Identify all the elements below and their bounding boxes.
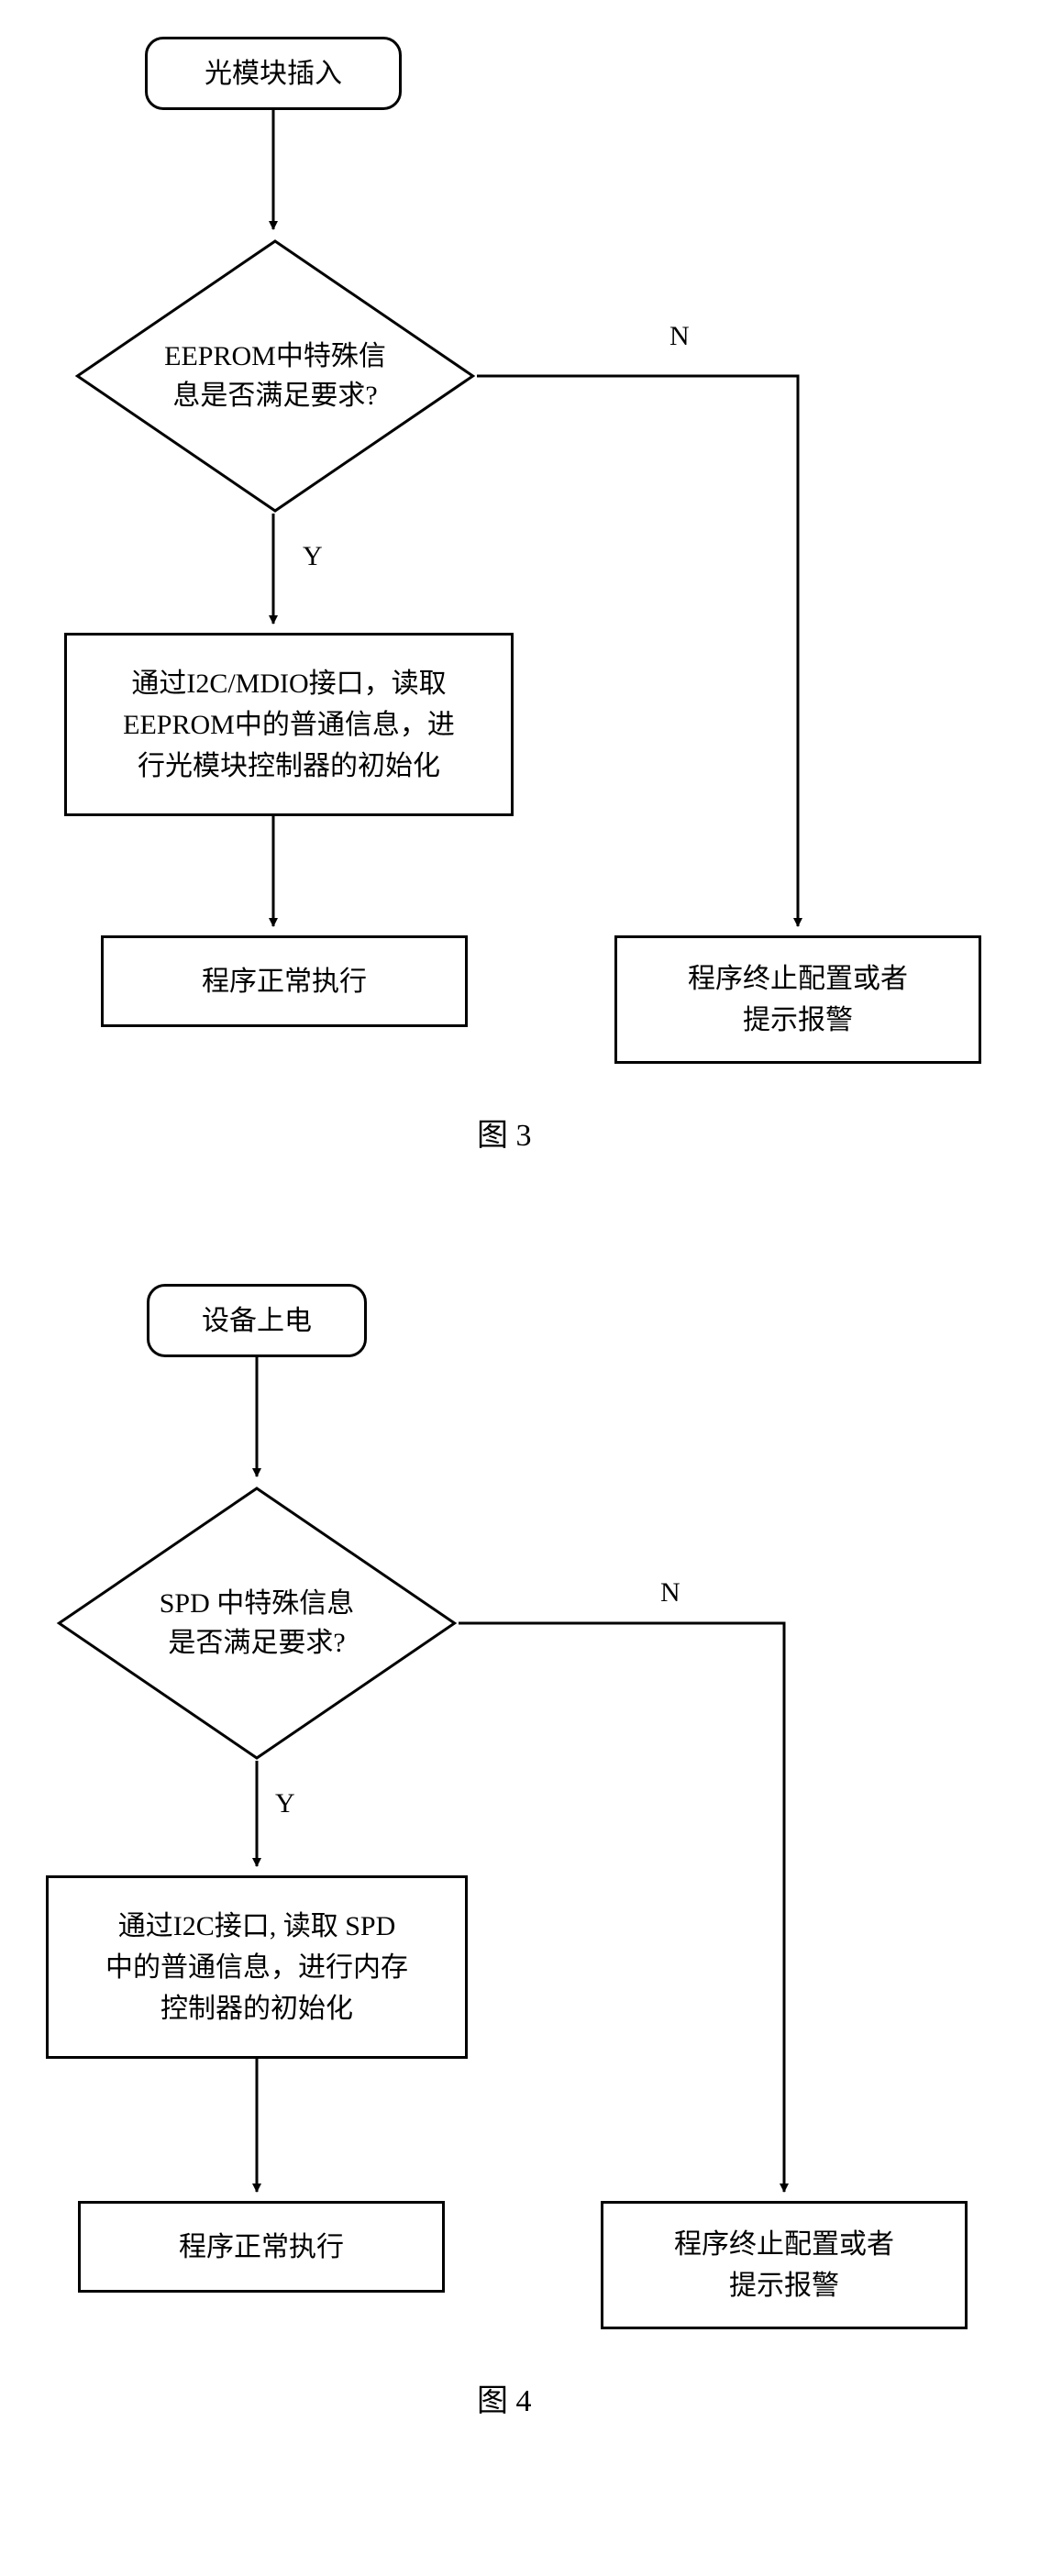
fig3-caption: 图 3 <box>477 1110 532 1155</box>
fig4-start-label: 设备上电 <box>202 1300 312 1342</box>
fig4-caption: 图 4 <box>477 2375 532 2420</box>
fig4-yes-label: Y <box>275 1788 295 1819</box>
figure-4: 设备上电 SPD 中特殊信息是否满足要求? 通过I2C接口, 读取 SPD中的普… <box>37 1284 1025 2430</box>
fig3-end-no: 程序终止配置或者提示报警 <box>614 935 981 1064</box>
fig4-end-yes: 程序正常执行 <box>78 2201 445 2293</box>
fig4-decision: SPD 中特殊信息是否满足要求? <box>55 1486 459 1761</box>
fig4-end-no-label: 程序终止配置或者提示报警 <box>674 2224 894 2306</box>
fig3-process-yes: 通过I2C/MDIO接口，读取EEPROM中的普通信息，进行光模块控制器的初始化 <box>64 633 514 816</box>
fig3-end-no-label: 程序终止配置或者提示报警 <box>688 958 908 1041</box>
fig3-end-yes-label: 程序正常执行 <box>202 961 367 1002</box>
fig4-end-no: 程序终止配置或者提示报警 <box>601 2201 968 2329</box>
fig4-decision-label: SPD 中特殊信息是否满足要求? <box>160 1584 355 1664</box>
fig3-decision: EEPROM中特殊信息是否满足要求? <box>73 238 477 514</box>
fig3-decision-label: EEPROM中特殊信息是否满足要求? <box>164 337 386 416</box>
fig4-no-label: N <box>660 1577 680 1609</box>
fig3-no-label: N <box>669 321 690 352</box>
fig3-process-yes-label: 通过I2C/MDIO接口，读取EEPROM中的普通信息，进行光模块控制器的初始化 <box>123 663 455 787</box>
fig4-end-yes-label: 程序正常执行 <box>179 2227 344 2268</box>
fig4-start-terminator: 设备上电 <box>147 1284 367 1357</box>
fig3-yes-label: Y <box>303 541 323 572</box>
fig3-end-yes: 程序正常执行 <box>101 935 468 1027</box>
fig4-process-yes: 通过I2C接口, 读取 SPD中的普通信息，进行内存控制器的初始化 <box>46 1875 468 2059</box>
page: 光模块插入 EEPROM中特殊信息是否满足要求? 通过I2C/MDIO接口，读取… <box>37 37 1025 2430</box>
figure-3: 光模块插入 EEPROM中特殊信息是否满足要求? 通过I2C/MDIO接口，读取… <box>37 37 1025 1165</box>
fig3-start-terminator: 光模块插入 <box>145 37 402 110</box>
fig4-process-yes-label: 通过I2C接口, 读取 SPD中的普通信息，进行内存控制器的初始化 <box>105 1906 408 2029</box>
fig3-start-label: 光模块插入 <box>205 53 342 94</box>
